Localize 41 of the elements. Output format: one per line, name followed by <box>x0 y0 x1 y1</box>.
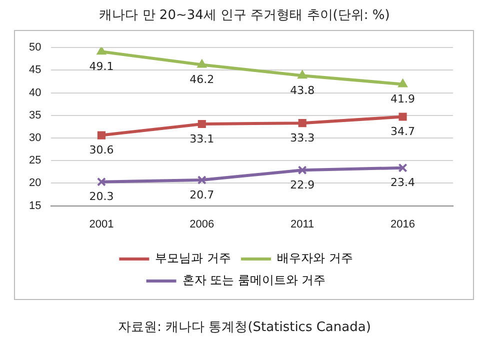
data-label: 33.3 <box>290 131 315 144</box>
point <box>197 176 206 185</box>
point <box>398 163 408 172</box>
data-label: 34.7 <box>390 125 416 138</box>
chart-title: 캐나다 만 20~34세 인구 주거형태 추이(단위: %) <box>98 7 391 24</box>
legend-label: 배우자와 거주 <box>277 251 353 266</box>
data-label: 41.9 <box>390 92 416 106</box>
data-label: 22.9 <box>290 178 315 192</box>
point <box>298 70 308 79</box>
x-tick-label: 2001 <box>89 218 114 230</box>
point <box>197 59 207 68</box>
x-tick-label: 2006 <box>190 218 214 230</box>
text: 자료원: 캐나다 통계청(Statistics Canada) <box>117 319 372 336</box>
legend-label: 혼자 또는 룸메이트와 거주 <box>182 273 326 288</box>
point <box>298 166 307 175</box>
y-tick-label: 20 <box>28 177 42 190</box>
x-tick-label: 2016 <box>390 218 416 230</box>
data-label: 46.2 <box>190 73 214 86</box>
data-label: 33.1 <box>190 132 214 146</box>
point <box>398 112 407 121</box>
data-label: 43.8 <box>290 84 315 97</box>
y-tick-label: 35 <box>28 109 42 122</box>
point <box>198 120 206 128</box>
data-label: 20.3 <box>89 190 114 204</box>
point <box>298 119 306 128</box>
point <box>398 78 408 88</box>
data-label: 23.4 <box>390 176 416 190</box>
y-tick-label: 15 <box>28 200 42 212</box>
y-tick-label: 45 <box>28 64 42 76</box>
data-label: 49.1 <box>89 60 114 74</box>
y-tick-label: 30 <box>28 132 42 144</box>
point <box>96 48 106 55</box>
y-tick-label: 25 <box>28 154 42 167</box>
data-label: 30.6 <box>89 144 114 157</box>
data-label: 20.7 <box>190 188 214 202</box>
y-tick-label: 40 <box>28 86 42 99</box>
point <box>96 177 106 186</box>
x-tick-label: 2011 <box>290 218 314 230</box>
point <box>97 131 106 140</box>
y-tick-label: 50 <box>28 42 42 54</box>
legend-label: 부모님과 거주 <box>155 251 232 266</box>
